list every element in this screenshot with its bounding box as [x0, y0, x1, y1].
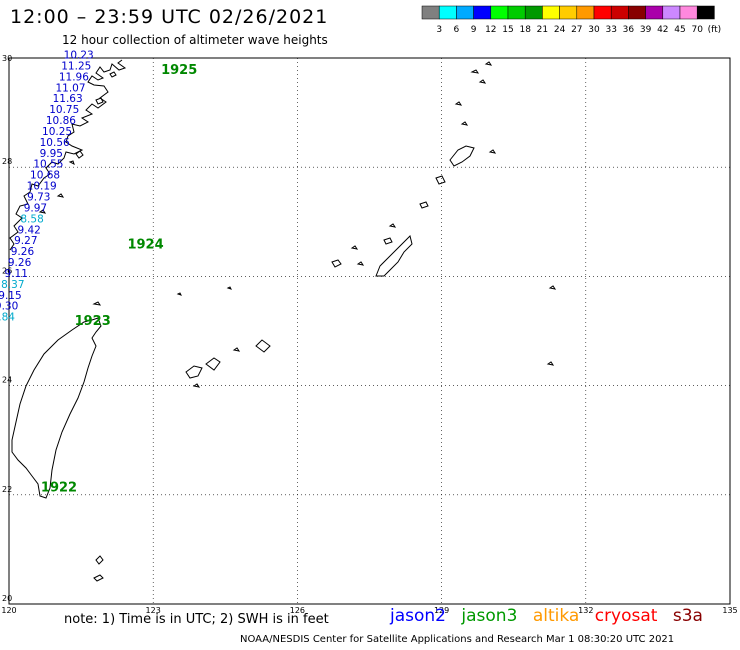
wave-height-value: 9.30 [0, 301, 18, 313]
legend-label: 12 [485, 25, 496, 35]
satellite-jason2: jason2 [390, 606, 446, 626]
pass-label: 1923 [75, 314, 111, 329]
legend-label: 6 [454, 25, 460, 35]
footer-note: note: 1) Time is in UTC; 2) SWH is in fe… [64, 612, 329, 627]
legend-label: 27 [571, 25, 582, 35]
x-tick-label: 132 [578, 606, 593, 615]
wave-height-value: 10.23 [64, 50, 94, 62]
wave-height-value: 9.95 [40, 148, 63, 160]
wave-height-value: 9.15 [0, 290, 22, 302]
x-tick-label: 129 [434, 606, 449, 615]
map-subtitle: 12 hour collection of altimeter wave hei… [62, 33, 328, 47]
satellite-altika: altika [532, 606, 580, 626]
wave-height-value: 9.26 [8, 257, 32, 269]
china-islands [38, 71, 117, 214]
wave-height-value: 11.96 [59, 71, 89, 83]
satellite-cryosat: cryosat [594, 606, 658, 626]
wave-height-value: 10.55 [33, 159, 63, 171]
x-tick-label: 120 [1, 606, 16, 615]
satellite-jason3: jason3 [461, 606, 518, 626]
wave-height-value: 11.25 [61, 60, 91, 72]
legend-swatch [696, 5, 715, 20]
wave-height-value: 9.26 [11, 246, 35, 258]
wave-height-value: 8.37 [1, 279, 24, 291]
legend-label: 24 [554, 25, 566, 35]
legend-label: 45 [674, 25, 685, 35]
legend-label: 39 [640, 25, 652, 35]
legend-label: 9 [471, 25, 477, 35]
pass-label: 1924 [127, 238, 163, 253]
x-tick-label: 126 [290, 606, 305, 615]
wave-height-value: 10.75 [49, 104, 79, 116]
wave-height-value: 9.73 [27, 192, 50, 204]
x-tick-label: 123 [146, 606, 161, 615]
lat-lon-grid [9, 58, 730, 604]
wave-height-value: 8.84 [0, 312, 15, 324]
y-tick-label: 24 [2, 376, 12, 385]
wave-height-value: 9.27 [14, 235, 37, 247]
taiwan-island [11, 317, 102, 499]
color-scale-legend: 3 6 9 12 15 18 21 24 27 30 33 36 39 42 45 70 (ft) [421, 5, 722, 35]
legend-label: 15 [502, 25, 513, 35]
axis-tick-labels: 120 123 126 129 132 135 30 28 26 24 22 20 [1, 54, 737, 615]
wave-height-value: 9.11 [5, 268, 28, 280]
wave-height-value: 11.63 [53, 93, 83, 105]
wave-height-value: 10.25 [42, 126, 72, 138]
map-title: 12:00 – 23:59 UTC 02/26/2021 [10, 6, 329, 28]
map-frame [8, 57, 731, 605]
satellite-legend: jason2 jason3 altika cryosat s3a [390, 606, 713, 626]
legend-label: (ft) [708, 25, 722, 35]
x-tick-label: 135 [722, 606, 737, 615]
legend-label: 30 [588, 25, 600, 35]
legend-label: 18 [519, 25, 531, 35]
legend-label: 3 [436, 25, 442, 35]
pass-label: 1922 [41, 481, 77, 496]
wave-height-value: 10.68 [30, 170, 60, 182]
wave-height-value: 9.97 [24, 202, 47, 214]
y-tick-label: 22 [2, 485, 12, 494]
satellite-s3a: s3a [672, 606, 703, 626]
pass-label: 1925 [161, 63, 197, 78]
legend-label: 36 [623, 25, 635, 35]
wave-height-value: 11.07 [55, 82, 85, 94]
wave-height-value: 8.58 [20, 213, 43, 225]
pass-labels: 1925 1924 1923 1922 [41, 63, 197, 496]
ryukyu-islands [92, 61, 557, 582]
y-tick-label: 30 [2, 54, 12, 63]
y-tick-label: 20 [2, 594, 12, 603]
wave-height-value: 10.56 [40, 137, 70, 149]
wave-height-labels: 10.2311.2511.9611.0711.6310.7510.8610.25… [0, 50, 94, 324]
legend-label: 21 [537, 25, 548, 35]
china-coastline [9, 59, 127, 251]
credit-line: NOAA/NESDIS Center for Satellite Applica… [240, 634, 675, 645]
legend-label: 33 [605, 25, 616, 35]
y-tick-label: 26 [2, 266, 12, 275]
legend-label: 42 [657, 25, 668, 35]
legend-label: 70 [691, 25, 703, 35]
wave-height-value: 10.19 [27, 181, 57, 193]
wave-height-value: 10.86 [46, 115, 76, 127]
y-tick-label: 28 [2, 157, 12, 166]
wave-height-value: 9.42 [17, 224, 40, 236]
